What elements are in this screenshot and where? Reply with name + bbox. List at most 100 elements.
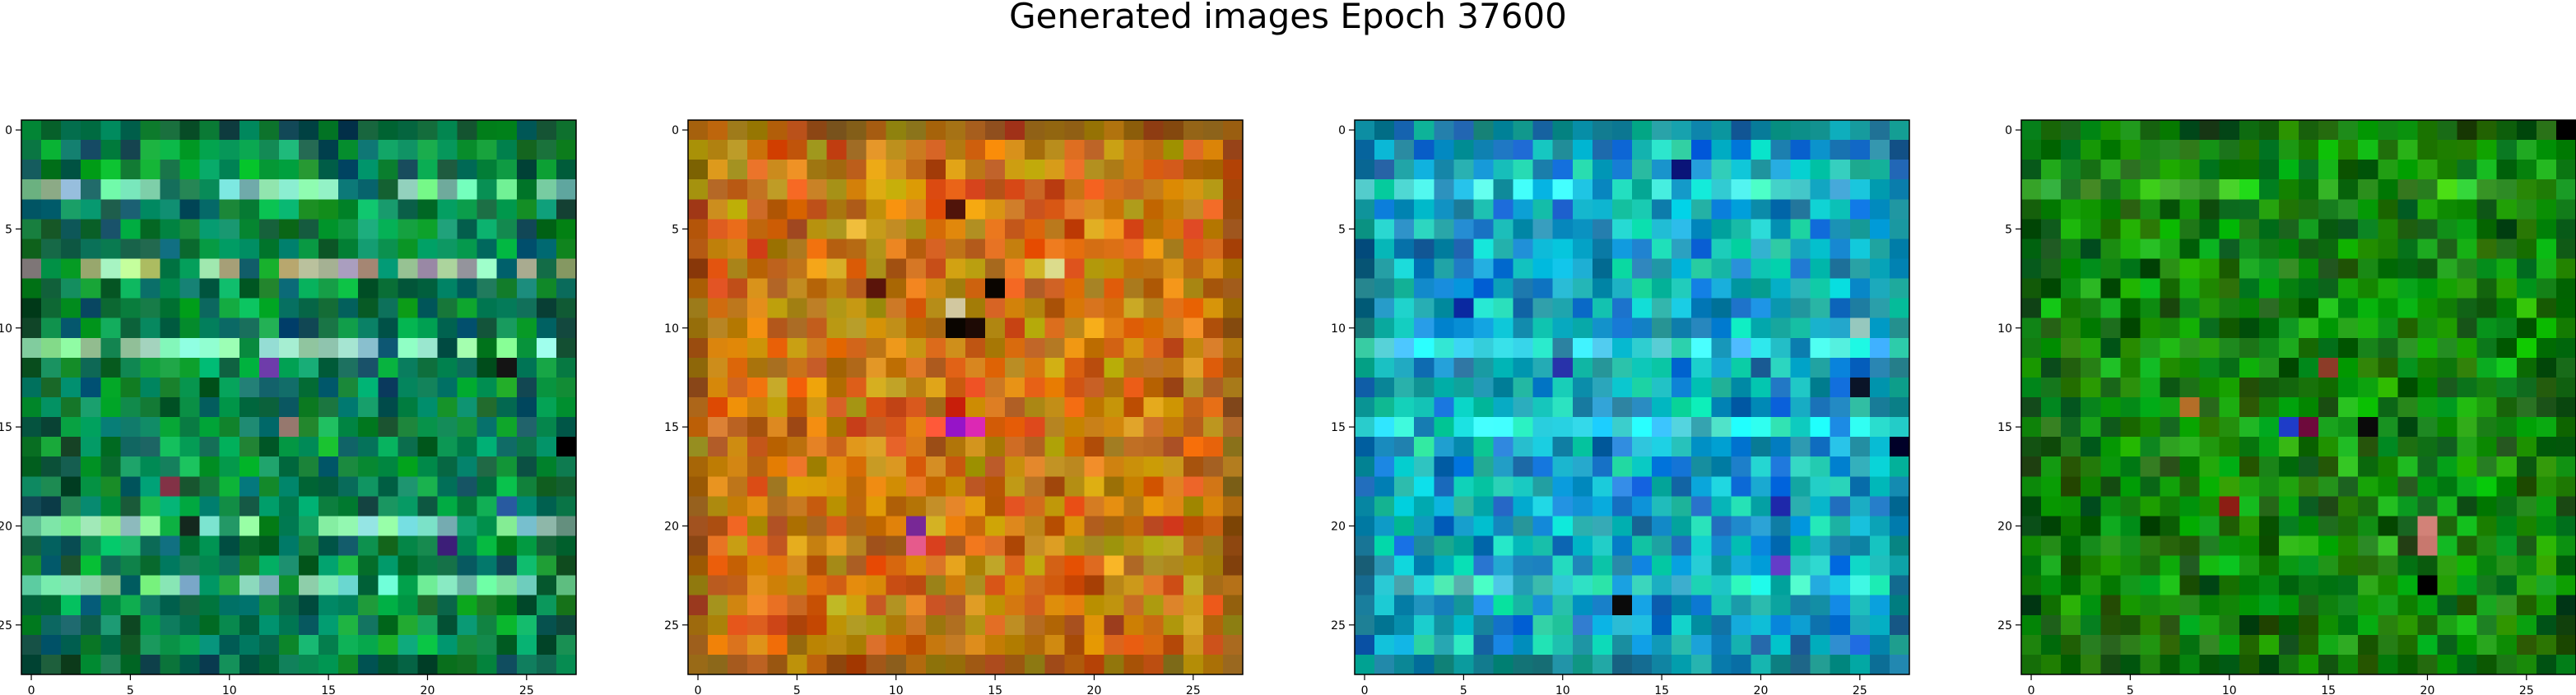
pixel-cell xyxy=(338,456,359,477)
pixel-cell xyxy=(179,179,201,200)
pixel-cell xyxy=(2179,337,2201,359)
pixel-cell xyxy=(1084,120,1105,141)
pixel-cell xyxy=(319,120,339,141)
pixel-cell xyxy=(1473,555,1495,577)
pixel-cell xyxy=(457,575,478,596)
pixel-cell xyxy=(866,120,887,141)
pixel-cell xyxy=(2318,219,2339,240)
pixel-cell xyxy=(496,476,518,497)
pixel-cell xyxy=(41,496,62,517)
pixel-cell xyxy=(179,634,201,656)
pixel-cell xyxy=(985,397,1006,418)
pixel-cell xyxy=(1025,614,1045,636)
pixel-cell xyxy=(2278,337,2299,359)
pixel-cell xyxy=(556,377,577,398)
pixel-cell xyxy=(1104,595,1125,616)
pixel-cell xyxy=(2120,377,2141,398)
pixel-cell xyxy=(160,337,181,359)
pixel-cell xyxy=(965,160,986,180)
pixel-cell xyxy=(437,160,458,180)
pixel-cell xyxy=(417,337,439,359)
pixel-cell xyxy=(477,337,498,359)
pixel-cell xyxy=(516,575,537,596)
pixel-cell xyxy=(1672,456,1692,477)
pixel-cell xyxy=(1869,535,1890,557)
pixel-cell xyxy=(728,239,748,260)
pixel-cell xyxy=(2081,614,2101,636)
pixel-cell xyxy=(1849,337,1871,359)
pixel-cell xyxy=(2555,258,2576,280)
pixel-cell xyxy=(826,654,848,675)
pixel-cell xyxy=(1830,317,1851,339)
pixel-cell xyxy=(2120,575,2141,596)
pixel-cell xyxy=(21,258,42,280)
pixel-cell xyxy=(1849,219,1871,240)
pixel-cell xyxy=(1770,496,1792,517)
pixel-cell xyxy=(2061,298,2081,319)
pixel-cell xyxy=(2516,575,2537,596)
pixel-cell xyxy=(120,179,142,200)
pixel-cell xyxy=(1163,239,1184,260)
pixel-cell xyxy=(2358,575,2378,596)
pixel-cell xyxy=(1064,654,1086,675)
pixel-cell xyxy=(1810,437,1831,457)
pixel-cell xyxy=(1163,160,1184,180)
pixel-cell xyxy=(2555,140,2576,160)
pixel-cell xyxy=(258,337,280,359)
pixel-cell xyxy=(2437,456,2458,477)
pixel-cell xyxy=(1222,199,1244,220)
pixel-cell xyxy=(536,317,557,339)
pixel-cell xyxy=(1222,555,1244,577)
pixel-cell xyxy=(556,140,577,160)
pixel-cell xyxy=(1532,377,1554,398)
pixel-cell xyxy=(2338,654,2359,675)
pixel-cell xyxy=(1672,219,1692,240)
pixel-cell xyxy=(846,179,867,200)
pixel-cell xyxy=(2160,298,2181,319)
pixel-cell xyxy=(688,219,709,240)
pixel-cell xyxy=(2160,437,2181,457)
pixel-cell xyxy=(536,496,557,517)
pixel-cell xyxy=(2100,179,2121,200)
pixel-cell xyxy=(179,437,201,457)
pixel-cell xyxy=(1222,298,1244,319)
pixel-cell xyxy=(258,476,280,497)
pixel-cell xyxy=(1414,417,1434,438)
pixel-cell xyxy=(2457,397,2478,418)
pixel-cell xyxy=(41,140,62,160)
pixel-cell xyxy=(2239,417,2260,438)
pixel-cell xyxy=(2258,199,2280,220)
pixel-cell xyxy=(2476,239,2498,260)
pixel-cell xyxy=(2239,179,2260,200)
pixel-cell xyxy=(2140,199,2161,220)
x-tick-label: 25 xyxy=(1186,684,1201,695)
pixel-cell xyxy=(437,634,458,656)
pixel-cell xyxy=(338,397,359,418)
pixel-cell xyxy=(1632,614,1653,636)
pixel-cell xyxy=(787,160,808,180)
pixel-cell xyxy=(846,160,867,180)
pixel-cell xyxy=(21,496,42,517)
pixel-cell xyxy=(965,298,986,319)
pixel-cell xyxy=(1513,258,1534,280)
pixel-cell xyxy=(120,417,142,438)
pixel-cell xyxy=(2041,357,2062,378)
pixel-cell xyxy=(1810,258,1831,280)
pixel-cell xyxy=(81,456,101,477)
pixel-cell xyxy=(728,614,748,636)
pixel-cell xyxy=(1222,357,1244,378)
pixel-cell xyxy=(2140,654,2161,675)
pixel-cell xyxy=(2417,595,2439,616)
pixel-cell xyxy=(2397,278,2419,299)
pixel-cell xyxy=(2555,219,2576,240)
pixel-cell xyxy=(2239,337,2260,359)
pixel-cell xyxy=(2457,298,2478,319)
pixel-cell xyxy=(1672,120,1692,141)
pixel-cell xyxy=(1473,317,1495,339)
pixel-cell xyxy=(1592,239,1613,260)
pixel-cell xyxy=(2318,417,2339,438)
pixel-cell xyxy=(2021,219,2042,240)
pixel-cell xyxy=(398,140,419,160)
pixel-cell xyxy=(1532,239,1554,260)
pixel-cell xyxy=(140,456,161,477)
